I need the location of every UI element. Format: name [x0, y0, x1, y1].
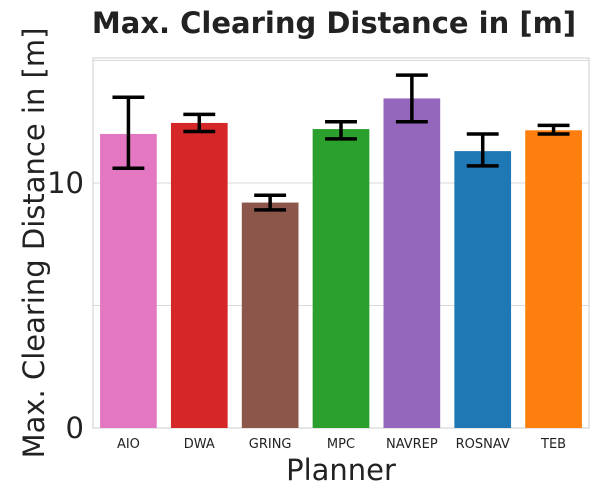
x-tick-labels: AIO DWA GRING MPC NAVREP ROSNAV TEB [117, 437, 566, 452]
x-tick-label-rosnav: ROSNAV [456, 437, 510, 452]
bar-gring [241, 202, 299, 428]
x-tick-label-navrep: NAVREP [386, 437, 438, 452]
x-tick-label-gring: GRING [249, 437, 292, 452]
x-axis-label: Planner [286, 453, 396, 487]
bar-dwa [170, 122, 228, 428]
x-tick-label-mpc: MPC [327, 437, 355, 452]
bars [100, 98, 582, 428]
x-tick-label-dwa: DWA [184, 437, 215, 452]
bar-mpc [312, 129, 370, 428]
y-tick-labels: 0 10 [47, 166, 84, 445]
chart-title: Max. Clearing Distance in [m] [92, 6, 576, 40]
y-tick-label: 0 [66, 411, 84, 445]
x-tick-label-teb: TEB [540, 437, 566, 452]
bar-aio [100, 133, 157, 428]
bar-teb [525, 130, 582, 428]
error-bars [112, 73, 570, 212]
y-tick-label: 10 [47, 166, 84, 200]
bar-rosnav [454, 151, 512, 428]
bar-navrep [383, 98, 441, 428]
y-axis-label: Max. Clearing Distance in [m] [17, 28, 51, 459]
x-tick-label-aio: AIO [117, 437, 140, 452]
